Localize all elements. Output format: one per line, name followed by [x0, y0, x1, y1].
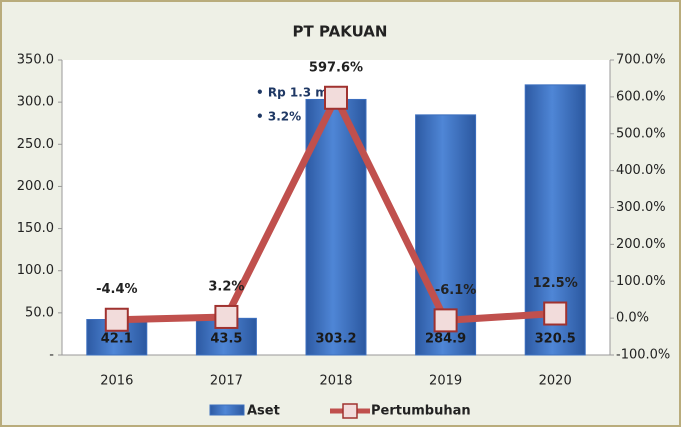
y2-tick-label: 0.0%: [616, 311, 649, 326]
bar-value-label: 303.2: [315, 332, 356, 347]
y2-tick-label: 100.0%: [616, 274, 666, 289]
annotation: • Rp 1.3 m: [256, 86, 328, 100]
line-value-label: 12.5%: [533, 276, 578, 291]
y2-tick-label: 300.0%: [616, 200, 666, 215]
y2-tick-label: 600.0%: [616, 89, 666, 104]
y-tick-label: 200.0: [17, 179, 54, 194]
legend-label: Aset: [247, 404, 280, 419]
chart-title: PT PAKUAN: [293, 23, 388, 41]
line-marker: [324, 85, 348, 110]
x-tick-label: 2016: [100, 374, 133, 389]
x-tick-label: 2018: [319, 374, 352, 389]
x-tick-label: 2017: [210, 374, 243, 389]
line-marker: [433, 308, 458, 333]
y2-tick-label: 500.0%: [616, 126, 666, 141]
y2-tick-label: 200.0%: [616, 237, 666, 252]
y-tick-label: 50.0: [25, 305, 54, 320]
y2-tick-label: 700.0%: [616, 53, 666, 68]
bar-value-label: 43.5: [210, 332, 242, 347]
y-tick-label: 350.0: [17, 53, 54, 68]
legend-swatch: [342, 403, 358, 419]
bar-value-label: 284.9: [425, 332, 466, 347]
x-tick-label: 2020: [539, 374, 572, 389]
line-marker: [214, 304, 239, 329]
line-marker: [104, 307, 129, 332]
bar-value-label: 42.1: [101, 332, 133, 347]
y2-tick-label: 400.0%: [616, 163, 666, 178]
line-marker: [543, 301, 568, 326]
bar-value-label: 320.5: [535, 332, 576, 347]
y-tick-label: 100.0: [17, 263, 54, 278]
annotation: • 3.2%: [256, 110, 301, 124]
line-value-label: 597.6%: [309, 60, 363, 75]
legend-label: Pertumbuhan: [371, 404, 471, 419]
y-tick-label: 300.0: [17, 95, 54, 110]
y2-tick-label: -100.0%: [616, 348, 670, 363]
line-value-label: -4.4%: [96, 282, 137, 297]
legend-swatch: [209, 404, 245, 416]
y-tick-label: 150.0: [17, 221, 54, 236]
line-value-label: -6.1%: [435, 283, 476, 298]
y-tick-label: 250.0: [17, 137, 54, 152]
line-value-label: 3.2%: [208, 279, 244, 294]
x-tick-label: 2019: [429, 374, 462, 389]
y-tick-label: -: [49, 348, 54, 363]
